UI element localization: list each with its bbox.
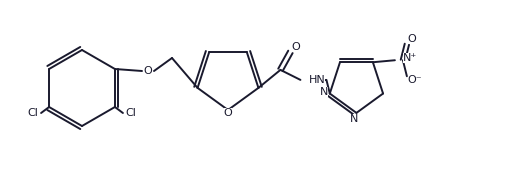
Text: O: O — [291, 42, 300, 52]
Text: N: N — [320, 86, 328, 97]
Text: O: O — [144, 66, 152, 76]
Text: HN: HN — [308, 75, 325, 85]
Text: O: O — [224, 108, 232, 118]
Text: N: N — [350, 114, 359, 124]
Text: O: O — [407, 34, 416, 44]
Text: N⁺: N⁺ — [403, 53, 417, 63]
Text: Cl: Cl — [27, 108, 39, 118]
Text: O⁻: O⁻ — [407, 75, 422, 85]
Text: Cl: Cl — [125, 108, 136, 118]
